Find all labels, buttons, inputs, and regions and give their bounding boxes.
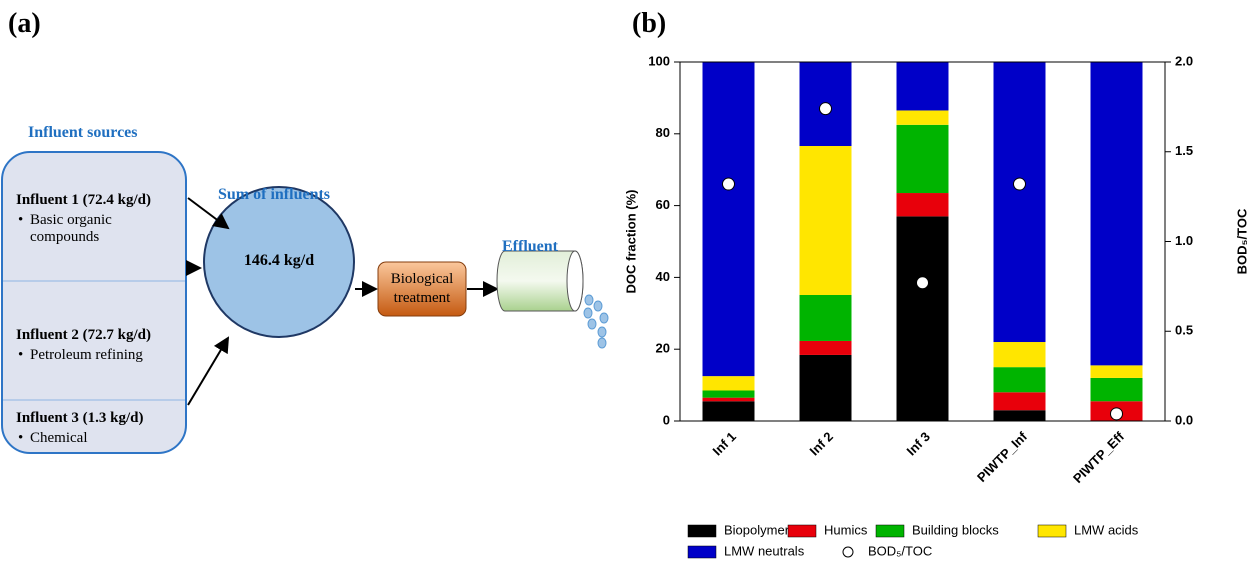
sum-title: Sum of influents bbox=[218, 186, 331, 203]
y-tick-label: 20 bbox=[656, 341, 670, 356]
bar-segment bbox=[799, 146, 852, 295]
bar-segment bbox=[702, 376, 755, 391]
bar-segment bbox=[799, 294, 852, 341]
bar-segment bbox=[1090, 365, 1143, 378]
y2-tick-label: 1.5 bbox=[1175, 143, 1193, 158]
y-tick-label: 60 bbox=[656, 197, 670, 212]
y2-tick-label: 0.0 bbox=[1175, 412, 1193, 427]
x-tick-label: Inf 2 bbox=[807, 429, 837, 459]
y2-tick-label: 1.0 bbox=[1175, 233, 1193, 248]
legend-label: Building blocks bbox=[912, 522, 999, 537]
legend-label: Humics bbox=[824, 522, 868, 537]
legend-label: LMW acids bbox=[1074, 522, 1139, 537]
y2-axis-label: BOD₅/TOC bbox=[1234, 208, 1249, 274]
y-tick-label: 0 bbox=[663, 412, 670, 427]
bar-segment bbox=[799, 340, 852, 355]
bar-segment bbox=[1090, 62, 1143, 366]
arrow bbox=[187, 197, 230, 230]
y-tick-label: 40 bbox=[656, 269, 670, 284]
bar-segment bbox=[799, 354, 852, 421]
bar-segment bbox=[993, 410, 1046, 421]
bar-segment bbox=[896, 62, 949, 111]
bar-segment bbox=[896, 193, 949, 217]
legend-label: LMW neutrals bbox=[724, 543, 805, 558]
legend-label: BOD₅/TOC bbox=[868, 543, 932, 558]
arrow bbox=[187, 336, 230, 406]
bar-segment bbox=[702, 397, 755, 402]
droplets bbox=[583, 294, 609, 349]
influent-name: Influent 3 (1.3 kg/d) bbox=[16, 410, 144, 426]
scatter-point bbox=[819, 102, 832, 116]
sum-circle bbox=[203, 186, 355, 338]
panel-label: (a) bbox=[8, 8, 41, 39]
bar-segment bbox=[896, 216, 949, 421]
panel-label: (b) bbox=[632, 8, 667, 39]
scatter-point bbox=[722, 177, 735, 191]
y2-tick-label: 2.0 bbox=[1175, 53, 1193, 68]
sources-title: Influent sources bbox=[28, 124, 138, 141]
x-tick-label: Inf 1 bbox=[710, 429, 740, 459]
y-tick-label: 100 bbox=[648, 53, 670, 68]
influent-name: Influent 1 (72.4 kg/d) bbox=[16, 192, 152, 208]
bar-segment bbox=[896, 110, 949, 125]
influent-description: Chemical bbox=[16, 430, 190, 447]
x-tick-label: PIWTP_Inf bbox=[974, 428, 1031, 485]
x-tick-label: Inf 3 bbox=[904, 429, 934, 459]
legend-swatch bbox=[1037, 524, 1067, 538]
pipe-end bbox=[566, 250, 584, 312]
sum-value: 146.4 kg/d bbox=[243, 252, 315, 269]
bar-segment bbox=[702, 401, 755, 421]
influent-description: Petroleum refining bbox=[16, 347, 200, 364]
y2-tick-label: 0.5 bbox=[1175, 323, 1193, 338]
influent-name: Influent 2 (72.7 kg/d) bbox=[16, 327, 152, 343]
legend-swatch bbox=[875, 524, 905, 538]
bar-segment bbox=[993, 367, 1046, 393]
bar-segment bbox=[896, 124, 949, 194]
legend-swatch bbox=[687, 545, 717, 559]
legend-marker bbox=[842, 546, 854, 558]
bar-segment bbox=[702, 390, 755, 398]
bar-segment bbox=[993, 342, 1046, 368]
bar-segment bbox=[993, 62, 1046, 343]
scatter-point bbox=[1110, 407, 1123, 421]
bar-segment bbox=[702, 62, 755, 377]
treatment-box bbox=[377, 261, 467, 317]
legend-label: Biopolymers bbox=[724, 522, 796, 537]
scatter-point bbox=[916, 276, 929, 290]
influent-description: Basic organic compounds bbox=[16, 212, 180, 246]
legend-swatch bbox=[687, 524, 717, 538]
y-tick-label: 80 bbox=[656, 125, 670, 140]
y-axis-label: DOC fraction (%) bbox=[623, 190, 638, 294]
legend-swatch bbox=[787, 524, 817, 538]
x-tick-label: PIWTP_Eff bbox=[1070, 428, 1128, 486]
treatment-label: Biological treatment bbox=[390, 271, 454, 306]
bar-segment bbox=[1090, 377, 1143, 402]
bar-segment bbox=[993, 392, 1046, 411]
scatter-point bbox=[1013, 177, 1026, 191]
chart: 0 20 40 60 80 100 0.0 0.5 1.0 1.5 2.0 Inf 1 Inf 2 Inf… bbox=[623, 53, 1249, 558]
effluent-label: Effluent bbox=[502, 238, 558, 255]
